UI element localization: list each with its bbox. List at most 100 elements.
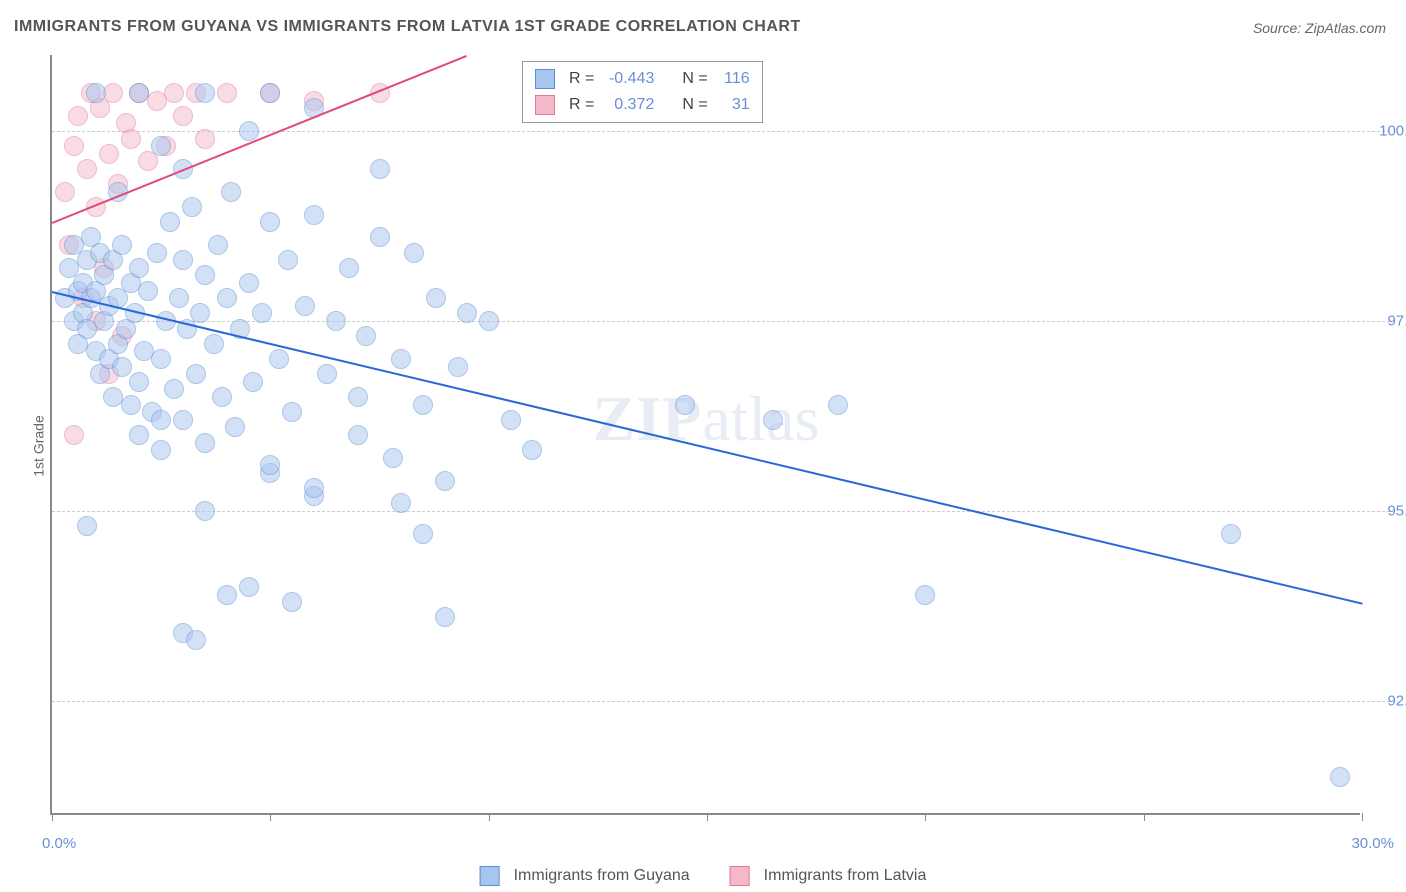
r-label: R = [569,92,594,118]
data-point-guyana [304,478,324,498]
bottom-legend: Immigrants from Guyana Immigrants from L… [480,866,927,886]
trend-line-guyana [52,291,1362,605]
stats-row-latvia: R = 0.372 N = 31 [535,92,750,118]
data-point-guyana [501,410,521,430]
data-point-guyana [182,197,202,217]
data-point-guyana [413,395,433,415]
data-point-guyana [339,258,359,278]
x-tick-0: 0.0% [42,835,76,852]
data-point-latvia [173,106,193,126]
data-point-guyana [129,83,149,103]
data-point-latvia [217,83,237,103]
data-point-guyana [151,440,171,460]
y-tick-label: 92.5% [1370,693,1406,710]
watermark: ZIPatlas [593,382,820,456]
data-point-latvia [121,129,141,149]
data-point-guyana [195,433,215,453]
data-point-guyana [356,326,376,346]
data-point-guyana [278,250,298,270]
data-point-guyana [121,395,141,415]
x-tick [270,813,271,821]
data-point-guyana [186,630,206,650]
data-point-guyana [77,516,97,536]
swatch-latvia [730,866,750,886]
stats-legend-box: R =-0.443N =116R =0.372N =31 [522,61,763,123]
legend-label-guyana: Immigrants from Guyana [514,867,690,885]
data-point-guyana [448,357,468,377]
data-point-guyana [195,83,215,103]
legend-label-latvia: Immigrants from Latvia [764,867,927,885]
data-point-guyana [221,182,241,202]
swatch-latvia [535,95,555,115]
x-tick [1362,813,1363,821]
data-point-guyana [252,303,272,323]
grid-line [52,511,1390,512]
r-value: -0.443 [602,66,654,92]
data-point-guyana [225,417,245,437]
x-tick-30: 30.0% [1351,835,1394,852]
data-point-guyana [112,235,132,255]
data-point-guyana [370,227,390,247]
r-value: 0.372 [602,92,654,118]
data-point-guyana [243,372,263,392]
data-point-guyana [260,83,280,103]
plot-area: ZIPatlas R =-0.443N =116R =0.372N =31 92… [50,55,1360,815]
data-point-guyana [217,585,237,605]
data-point-guyana [129,425,149,445]
grid-line [52,321,1390,322]
data-point-guyana [282,402,302,422]
x-tick [707,813,708,821]
data-point-latvia [164,83,184,103]
data-point-guyana [208,235,228,255]
data-point-guyana [112,357,132,377]
data-point-guyana [915,585,935,605]
data-point-latvia [103,83,123,103]
swatch-guyana [480,866,500,886]
data-point-guyana [435,607,455,627]
data-point-latvia [99,144,119,164]
data-point-guyana [151,410,171,430]
data-point-guyana [138,281,158,301]
data-point-guyana [147,243,167,263]
legend-item-guyana: Immigrants from Guyana [480,866,690,886]
data-point-guyana [204,334,224,354]
n-label: N = [682,92,707,118]
y-tick-label: 100.0% [1370,123,1406,140]
data-point-guyana [383,448,403,468]
data-point-guyana [151,136,171,156]
legend-item-latvia: Immigrants from Latvia [730,866,927,886]
source-label: Source: ZipAtlas.com [1253,20,1386,36]
swatch-guyana [535,69,555,89]
data-point-guyana [828,395,848,415]
data-point-guyana [169,288,189,308]
data-point-latvia [68,106,88,126]
data-point-guyana [348,425,368,445]
data-point-guyana [348,387,368,407]
data-point-guyana [435,471,455,491]
data-point-guyana [1221,524,1241,544]
x-tick [925,813,926,821]
data-point-guyana [295,296,315,316]
data-point-guyana [195,265,215,285]
data-point-latvia [195,129,215,149]
y-tick-label: 95.0% [1370,503,1406,520]
data-point-guyana [86,83,106,103]
data-point-guyana [317,364,337,384]
data-point-guyana [413,524,433,544]
data-point-latvia [64,136,84,156]
data-point-guyana [239,121,259,141]
data-point-guyana [282,592,302,612]
trend-line-latvia [52,55,468,224]
n-value: 31 [716,92,750,118]
data-point-guyana [129,258,149,278]
data-point-guyana [195,501,215,521]
data-point-guyana [186,364,206,384]
data-point-guyana [190,303,210,323]
data-point-guyana [391,349,411,369]
data-point-guyana [370,159,390,179]
data-point-guyana [173,410,193,430]
y-axis-label: 1st Grade [31,415,47,476]
data-point-latvia [77,159,97,179]
data-point-latvia [64,425,84,445]
data-point-guyana [217,288,237,308]
